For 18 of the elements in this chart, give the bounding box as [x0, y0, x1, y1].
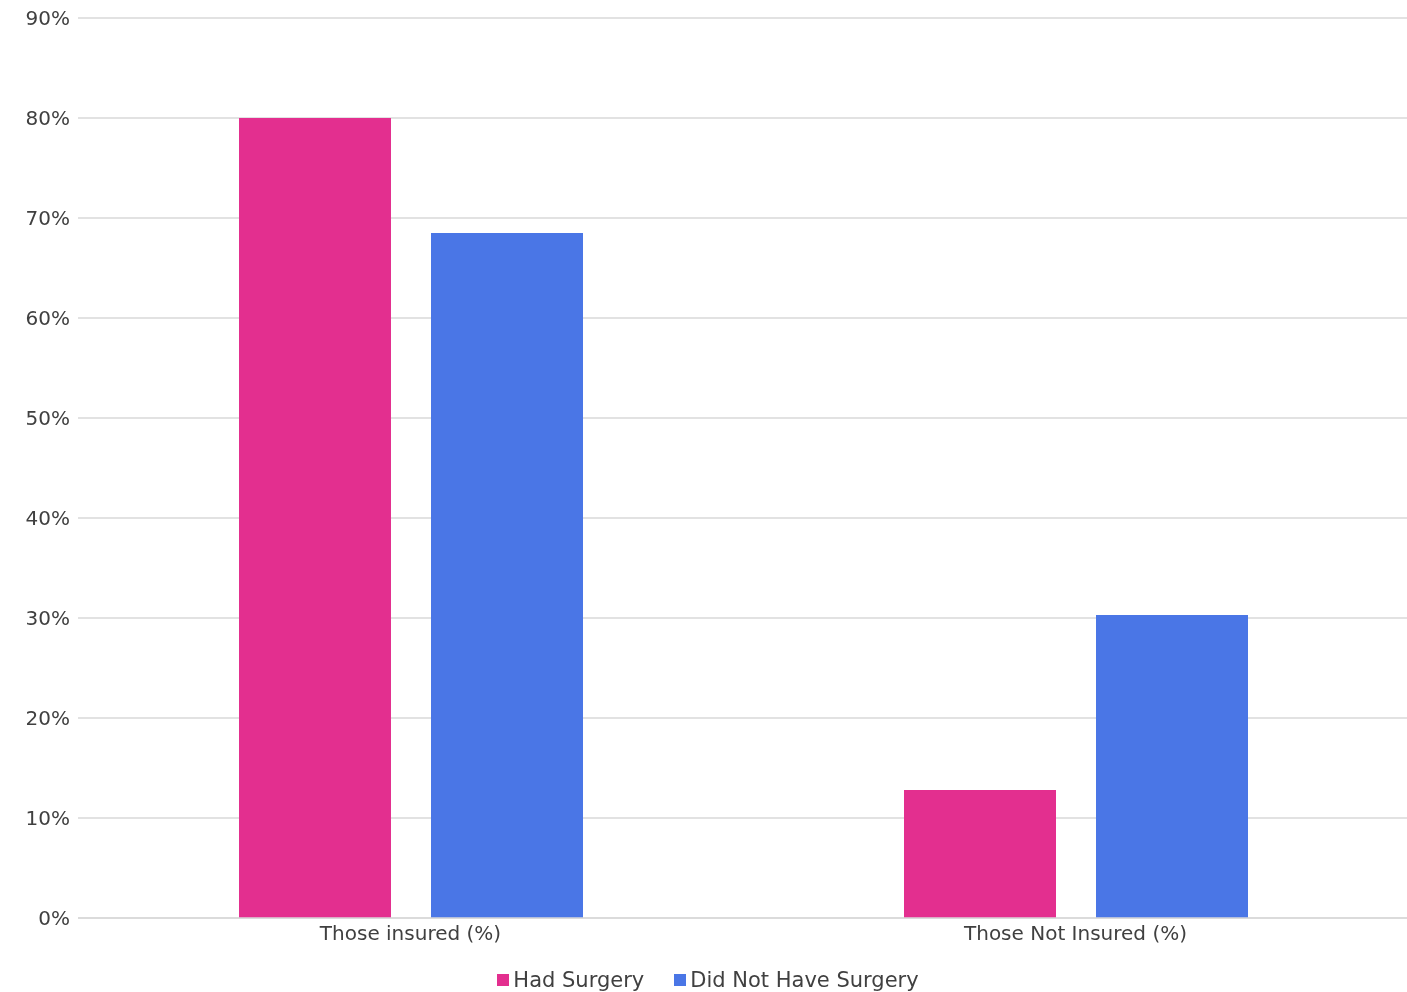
bar	[431, 233, 583, 918]
legend-label: Did Not Have Surgery	[689, 968, 919, 992]
y-tick-label: 70%	[25, 206, 70, 231]
y-tick-label: 60%	[25, 306, 70, 331]
x-tick-label: Those Not Insured (%)	[962, 921, 1188, 946]
bar	[239, 118, 391, 918]
y-tick-label: 40%	[25, 506, 70, 531]
y-tick-label: 0%	[38, 906, 70, 931]
y-tick-label: 30%	[25, 606, 70, 631]
y-tick-label: 20%	[25, 706, 70, 731]
y-tick-label: 10%	[25, 806, 70, 831]
bar	[904, 790, 1056, 918]
y-tick-label: 50%	[25, 406, 70, 431]
legend-label: Had Surgery	[512, 968, 645, 992]
x-tick-label: Those insured (%)	[318, 921, 502, 946]
bar	[1096, 615, 1248, 918]
y-tick-label: 80%	[25, 106, 70, 131]
y-tick-label: 90%	[25, 6, 70, 31]
